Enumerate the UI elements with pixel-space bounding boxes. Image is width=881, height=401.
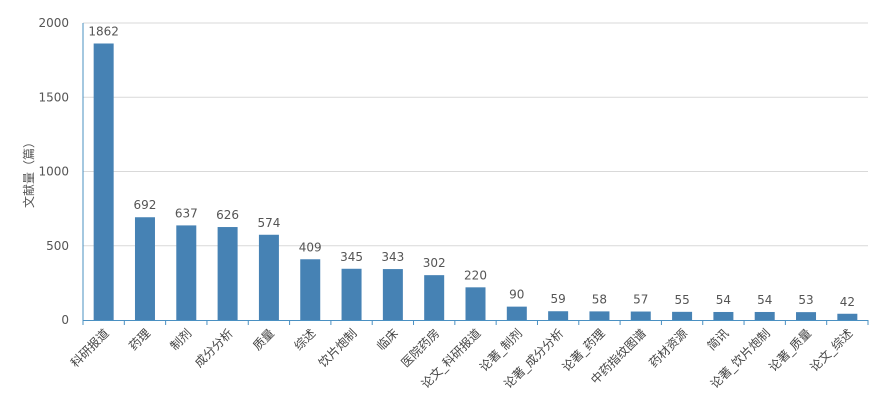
y-tick-label: 2000	[38, 16, 69, 30]
bars	[82, 43, 869, 325]
data-label: 55	[674, 293, 689, 307]
x-tick-label: 论著_质量	[766, 326, 814, 374]
data-label: 626	[216, 208, 239, 222]
bar	[465, 287, 486, 320]
bar	[93, 43, 114, 320]
bar	[837, 313, 858, 320]
y-axis-ticks: 0 500 1000 1500 2000	[38, 16, 69, 327]
data-label: 90	[509, 288, 524, 302]
bar	[672, 311, 693, 320]
bar	[548, 311, 569, 320]
bar	[630, 311, 651, 320]
y-tick-label: 0	[61, 313, 69, 327]
x-tick-label: 简讯	[705, 326, 732, 353]
x-tick-label: 饮片炮制	[316, 326, 360, 370]
bar	[713, 311, 734, 320]
bar	[589, 311, 610, 320]
bar	[134, 217, 155, 320]
data-label: 42	[840, 295, 855, 309]
bar	[258, 234, 279, 320]
data-label: 409	[299, 240, 322, 254]
data-label: 54	[716, 293, 731, 307]
data-label: 54	[757, 293, 772, 307]
data-label: 58	[592, 292, 607, 306]
x-tick-label: 质量	[250, 326, 277, 353]
y-tick-label: 500	[46, 239, 69, 253]
data-label: 59	[550, 292, 565, 306]
data-labels: 1862 692 637 626 574 409 345 343 302 220 90 59 58 57 5…	[88, 24, 855, 308]
x-tick-label: 药材资源	[646, 326, 690, 370]
bar	[341, 268, 362, 320]
data-label: 574	[257, 216, 280, 230]
bar	[176, 225, 197, 320]
x-tick-label: 论文_综述	[807, 326, 856, 375]
bar	[506, 306, 527, 320]
bar	[300, 259, 321, 320]
x-tick-label: 成分分析	[192, 326, 236, 370]
grid-lines	[83, 22, 868, 247]
data-label: 1862	[88, 24, 119, 38]
data-label: 53	[798, 293, 813, 307]
bar	[754, 311, 775, 320]
data-label: 220	[464, 268, 487, 282]
y-tick-label: 1500	[38, 90, 69, 104]
data-label: 637	[175, 206, 198, 220]
y-axis-title: 文献量（篇）	[21, 136, 36, 208]
data-label: 302	[423, 256, 446, 270]
x-tick-label: 科研报道	[67, 326, 112, 371]
bar	[217, 227, 238, 320]
x-tick-label: 临床	[374, 326, 401, 353]
x-tick-label: 综述	[291, 326, 318, 353]
bar	[382, 269, 403, 320]
data-label: 692	[134, 198, 157, 212]
bar	[424, 275, 445, 320]
y-tick-label: 1000	[38, 165, 69, 179]
data-label: 57	[633, 293, 648, 307]
data-label: 345	[340, 250, 363, 264]
x-tick-label: 药理	[126, 326, 153, 353]
bar	[796, 312, 817, 320]
x-tick-label: 制剂	[167, 326, 195, 354]
data-label: 343	[381, 250, 404, 264]
